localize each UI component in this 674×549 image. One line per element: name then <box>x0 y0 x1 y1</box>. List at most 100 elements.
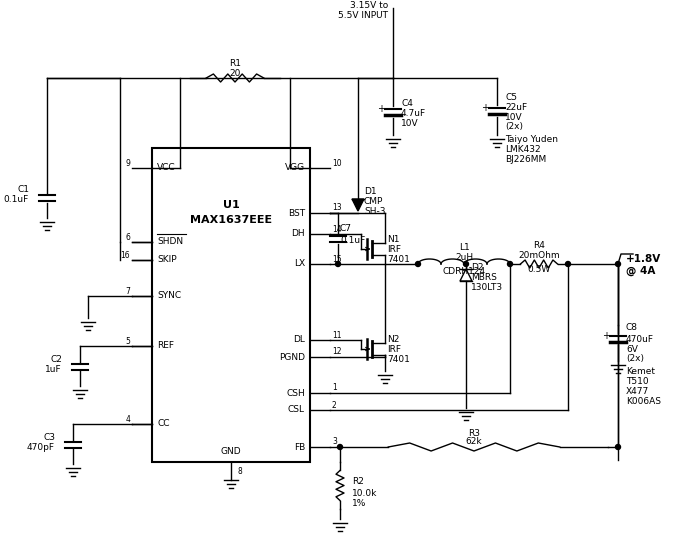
Text: 5.5V INPUT: 5.5V INPUT <box>338 12 388 20</box>
Text: K006AS: K006AS <box>626 396 661 406</box>
Text: DL: DL <box>293 335 305 345</box>
Text: 1: 1 <box>332 384 337 393</box>
Text: D2: D2 <box>471 262 483 272</box>
Bar <box>152 148 310 462</box>
Text: 0.1uF: 0.1uF <box>340 236 365 245</box>
Text: 62k: 62k <box>466 438 483 446</box>
Text: BJ226MM: BJ226MM <box>505 154 546 164</box>
Text: T510: T510 <box>626 377 648 385</box>
Text: 0.5W: 0.5W <box>527 266 551 274</box>
Text: 470pF: 470pF <box>27 444 55 452</box>
Text: CDRH124: CDRH124 <box>442 266 485 276</box>
Text: LMK432: LMK432 <box>505 144 541 154</box>
Text: GND: GND <box>220 447 241 457</box>
Text: X477: X477 <box>626 386 649 395</box>
Text: 16: 16 <box>121 250 130 260</box>
Text: 6V: 6V <box>626 345 638 354</box>
Text: 4.7uF: 4.7uF <box>401 109 426 119</box>
Text: CMP: CMP <box>364 197 384 205</box>
Text: C3: C3 <box>43 433 55 441</box>
Text: 2uH: 2uH <box>455 253 473 261</box>
Text: @ 4A: @ 4A <box>626 266 655 276</box>
Text: 7401: 7401 <box>387 355 410 363</box>
Text: (2x): (2x) <box>505 122 523 132</box>
Text: 130LT3: 130LT3 <box>471 283 503 292</box>
Text: (2x): (2x) <box>626 355 644 363</box>
Text: 13: 13 <box>332 204 342 212</box>
Text: 7401: 7401 <box>387 255 410 264</box>
Text: 4: 4 <box>125 414 130 423</box>
Text: L1: L1 <box>458 244 469 253</box>
Text: REF: REF <box>157 341 174 350</box>
Circle shape <box>565 261 570 266</box>
Text: R4: R4 <box>533 242 545 250</box>
Text: C1: C1 <box>17 184 29 193</box>
Text: 0.1uF: 0.1uF <box>4 195 29 204</box>
Text: 12: 12 <box>332 348 342 356</box>
Text: 14: 14 <box>332 225 342 233</box>
Text: 15: 15 <box>332 255 342 264</box>
Text: CC: CC <box>157 419 169 429</box>
Circle shape <box>415 261 421 266</box>
Circle shape <box>464 261 468 266</box>
Text: C2: C2 <box>50 355 62 363</box>
Text: 470uF: 470uF <box>626 334 654 344</box>
Text: R3: R3 <box>468 429 480 438</box>
Text: C7: C7 <box>340 224 352 233</box>
Text: +1.8V: +1.8V <box>626 254 661 264</box>
Circle shape <box>615 261 621 266</box>
Text: 10V: 10V <box>401 120 419 128</box>
Text: SKIP: SKIP <box>157 255 177 265</box>
Text: 1uF: 1uF <box>45 366 62 374</box>
Text: MAX1637EEE: MAX1637EEE <box>190 215 272 225</box>
Circle shape <box>615 445 621 450</box>
Text: SH-3: SH-3 <box>364 206 386 216</box>
Text: 3: 3 <box>332 438 337 446</box>
Text: CSH: CSH <box>286 389 305 397</box>
Text: 5: 5 <box>125 337 130 345</box>
Text: Kemet: Kemet <box>626 367 655 376</box>
Text: 10.0k: 10.0k <box>352 489 377 497</box>
Text: +: + <box>602 331 610 341</box>
Text: C4: C4 <box>401 99 413 109</box>
Text: C8: C8 <box>626 323 638 333</box>
Text: N2: N2 <box>387 334 400 344</box>
Text: SHDN: SHDN <box>157 238 183 247</box>
Text: D1: D1 <box>364 187 377 195</box>
Text: PGND: PGND <box>279 352 305 361</box>
Text: 20mOhm: 20mOhm <box>518 250 560 260</box>
Text: DH: DH <box>291 229 305 238</box>
Text: MBRS: MBRS <box>471 272 497 282</box>
Text: 11: 11 <box>332 330 342 339</box>
Text: 7: 7 <box>125 287 130 295</box>
Text: 22uF: 22uF <box>505 103 527 111</box>
Text: 6: 6 <box>125 232 130 242</box>
Text: CSL: CSL <box>288 406 305 414</box>
Text: 10V: 10V <box>505 113 522 121</box>
Text: 3.15V to: 3.15V to <box>350 1 388 9</box>
Polygon shape <box>352 199 364 211</box>
Text: 20: 20 <box>229 69 241 77</box>
Text: 2: 2 <box>332 401 337 410</box>
Text: IRF: IRF <box>387 244 401 254</box>
Text: 10: 10 <box>332 159 342 167</box>
Text: R2: R2 <box>352 478 364 486</box>
Text: IRF: IRF <box>387 345 401 354</box>
Text: SYNC: SYNC <box>157 292 181 300</box>
Text: R1: R1 <box>229 59 241 69</box>
Text: +: + <box>377 104 385 114</box>
Text: Taiyo Yuden: Taiyo Yuden <box>505 135 558 143</box>
Circle shape <box>338 445 342 450</box>
Text: C5: C5 <box>505 92 517 102</box>
Text: 8: 8 <box>237 468 242 477</box>
Text: N1: N1 <box>387 234 400 244</box>
Text: +: + <box>481 103 489 113</box>
Text: BST: BST <box>288 209 305 217</box>
Circle shape <box>336 261 340 266</box>
Text: LX: LX <box>294 260 305 268</box>
Text: 9: 9 <box>125 159 130 167</box>
Text: 1%: 1% <box>352 500 367 508</box>
Text: FB: FB <box>294 442 305 451</box>
Text: VCC: VCC <box>157 164 176 172</box>
Text: U1: U1 <box>222 200 239 210</box>
